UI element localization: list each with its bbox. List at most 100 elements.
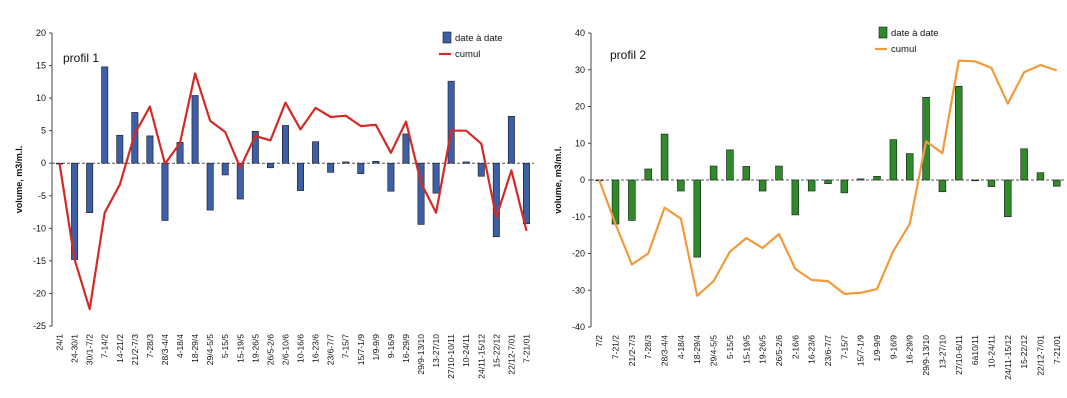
data-bar xyxy=(709,165,718,181)
data-bar xyxy=(824,179,832,184)
y-tick-label: -25 xyxy=(33,321,46,331)
y-tick-label: 20 xyxy=(575,102,585,112)
data-bar xyxy=(955,85,963,181)
data-bar xyxy=(807,179,816,192)
y-tick-label: -5 xyxy=(38,191,46,201)
x-category-label: 16-29/9 xyxy=(905,335,915,364)
data-bar xyxy=(327,162,335,173)
x-category-label: 14-21/2 xyxy=(115,334,125,363)
x-category-label: 7-21/01 xyxy=(521,334,531,363)
data-bar xyxy=(840,179,849,194)
data-bar xyxy=(206,162,214,211)
data-bar xyxy=(312,141,320,164)
data-bar xyxy=(357,162,365,174)
data-bar xyxy=(266,162,274,169)
y-tick-label: -15 xyxy=(33,256,46,266)
x-category-label: 26/5-2/6 xyxy=(265,334,275,365)
data-bar xyxy=(236,162,244,200)
profil-1-chart: -25 -20 -15 -10 -5 0 5 10 15 20 24/1 24-30/1 30/1-7/… xyxy=(14,28,534,379)
x-category-label: 28/3-4/4 xyxy=(660,335,670,366)
x-category-label: 7-21/2 xyxy=(611,335,621,359)
x-category-label: 13-27/10 xyxy=(937,335,947,369)
legend-bar-swatch xyxy=(442,31,452,44)
data-bar xyxy=(1020,148,1028,181)
data-bar xyxy=(342,161,350,164)
x-category-label: 1/9-9/9 xyxy=(872,335,882,362)
data-bar xyxy=(856,178,865,181)
x-category-label: 16-23/6 xyxy=(807,335,817,364)
data-bar xyxy=(116,134,124,164)
data-bar xyxy=(677,179,685,192)
x-category-label: 7-15/7 xyxy=(341,334,351,358)
x-category-label: 7-15/7 xyxy=(839,335,849,359)
data-bar xyxy=(86,162,94,214)
data-bar xyxy=(492,162,500,238)
x-category-label: 9-16/9 xyxy=(888,335,898,359)
x-category-label: 15-22/12 xyxy=(1019,335,1029,369)
x-category-label: 18-29/4 xyxy=(692,335,702,364)
data-bar xyxy=(987,179,996,187)
x-category-label: 24-30/1 xyxy=(70,334,80,363)
data-bar xyxy=(1036,172,1045,181)
x-category-label: 21/2-7/3 xyxy=(627,335,637,366)
x-category-label: 10-24/11 xyxy=(986,335,996,368)
data-bar xyxy=(432,162,440,194)
data-bar xyxy=(693,179,701,258)
x-category-label: 15-19/5 xyxy=(235,334,245,363)
data-bar xyxy=(644,168,652,181)
x-category-label: 26/5-2/6 xyxy=(774,335,784,366)
x-category-label: 19-26/5 xyxy=(758,335,768,364)
legend-bar-swatch xyxy=(878,26,888,39)
y-tick-label: 0 xyxy=(580,175,585,185)
y-tick-label: -20 xyxy=(33,288,46,298)
y-tick-label: 15 xyxy=(36,61,46,71)
y-tick-label: 30 xyxy=(575,65,585,75)
data-bar xyxy=(726,149,734,181)
data-bar xyxy=(905,153,914,181)
y-tick-label: 10 xyxy=(36,93,46,103)
x-category-label: 2-16/6 xyxy=(790,335,800,359)
legend-bar-label: date à date xyxy=(891,28,939,39)
x-category-label: 7/2 xyxy=(594,335,604,347)
legend-line-label: cumul xyxy=(891,44,916,55)
data-bar xyxy=(191,95,199,164)
x-category-label: 27/10-10/11 xyxy=(446,334,456,379)
y-tick-label: 20 xyxy=(36,28,46,38)
panel-label: profil 2 xyxy=(610,48,646,62)
x-category-label: 7-28/3 xyxy=(145,334,155,358)
y-tick-label: -10 xyxy=(572,212,585,222)
x-category-label: 6à10/11 xyxy=(970,335,980,365)
data-bar xyxy=(387,162,395,192)
data-bar xyxy=(297,162,304,191)
data-bar xyxy=(146,135,154,164)
x-category-label: 13-27/10 xyxy=(431,334,441,368)
x-category-label: 2/6-10/6 xyxy=(280,334,290,365)
y-tick-label: 5 xyxy=(41,126,46,136)
x-category-label: 1/9-9/9 xyxy=(371,334,381,361)
y-tick-label: -10 xyxy=(33,223,46,233)
y-axis-title: volume, m3/m.l. xyxy=(553,146,563,214)
x-category-label: 28/3-4/4 xyxy=(160,334,170,365)
data-bar xyxy=(922,97,930,181)
x-category-label: 4-18/4 xyxy=(175,334,185,358)
data-bar xyxy=(1053,179,1061,187)
y-tick-label: 10 xyxy=(575,138,585,148)
x-category-label: 10-24/11 xyxy=(461,334,471,367)
x-category-label: 5-15/5 xyxy=(220,334,230,358)
data-bar xyxy=(628,179,636,221)
x-category-label: 15/7-1/9 xyxy=(356,334,366,365)
x-category-label: 16-23/6 xyxy=(311,334,321,363)
data-bar xyxy=(1004,179,1012,218)
data-bar xyxy=(938,179,947,193)
y-tick-label: 0 xyxy=(41,158,46,168)
x-category-label: 22/12-7/01 xyxy=(1035,335,1045,376)
profil-2-chart: -40 -30 -20 -10 0 10 20 30 40 7/2 7-21/2 21/2-7/3 7-… xyxy=(553,26,1065,380)
x-category-label: 23/6-7/7 xyxy=(823,335,833,366)
panel-label: profil 1 xyxy=(63,51,99,65)
x-category-label: 24/1 xyxy=(55,334,65,351)
data-bar xyxy=(101,66,109,164)
x-category-label: 21/2-7/3 xyxy=(130,334,140,365)
data-bar xyxy=(758,179,767,192)
data-bar xyxy=(971,179,979,182)
x-category-label: 29/4-5/5 xyxy=(205,334,215,365)
